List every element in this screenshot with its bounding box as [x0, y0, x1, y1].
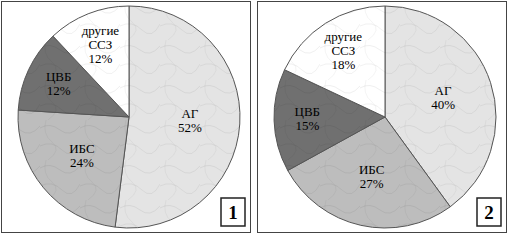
slice-category-label: ЦВБ: [295, 104, 321, 119]
slice-category-label: ИБС: [359, 162, 384, 177]
panel-number-box: [477, 198, 501, 226]
slice-category-label: АГ: [435, 83, 452, 98]
panel-number: 1: [228, 202, 238, 223]
slice-texture: [285, 6, 385, 117]
slice-texture: [53, 6, 129, 117]
slice-value-label: 15%: [295, 118, 319, 133]
slice-value-label: 27%: [360, 176, 384, 191]
pie-slice: [18, 110, 129, 227]
slice-value-label: 40%: [431, 97, 455, 112]
panel-frame: [258, 2, 507, 233]
panel-number: 2: [484, 202, 494, 223]
slice-category-label: ЦВБ: [46, 69, 72, 84]
slice-category-label: ИБС: [69, 141, 94, 156]
slice-texture: [18, 110, 129, 227]
pie-slice: [285, 6, 385, 117]
slice-category-label: другиеССЗ: [82, 23, 120, 52]
figure: АГ52%ИБС24%ЦВБ12%другиеССЗ12%1АГ40%ИБС27…: [0, 0, 508, 234]
panel-frame: [2, 2, 251, 233]
slice-value-label: 18%: [331, 57, 355, 72]
slice-value-label: 24%: [70, 155, 94, 170]
pie-slice: [53, 6, 129, 117]
pie-slice: [115, 6, 240, 228]
root: АГ52%ИБС24%ЦВБ12%другиеССЗ12%1АГ40%ИБС27…: [0, 0, 508, 234]
slice-category-label: АГ: [181, 106, 198, 121]
panel-number-box: [221, 198, 245, 226]
slice-category-label: другиеССЗ: [325, 29, 363, 58]
slice-value-label: 12%: [47, 83, 71, 98]
slice-value-label: 52%: [178, 120, 202, 135]
pie-panel: АГ52%ИБС24%ЦВБ12%другиеССЗ12%1: [2, 2, 251, 233]
pie-panel: АГ40% ИБС27% ЦВБ15% другиеССЗ18% 2: [258, 2, 507, 233]
slice-value-label: 12%: [88, 51, 112, 66]
slice-texture: [115, 6, 240, 228]
